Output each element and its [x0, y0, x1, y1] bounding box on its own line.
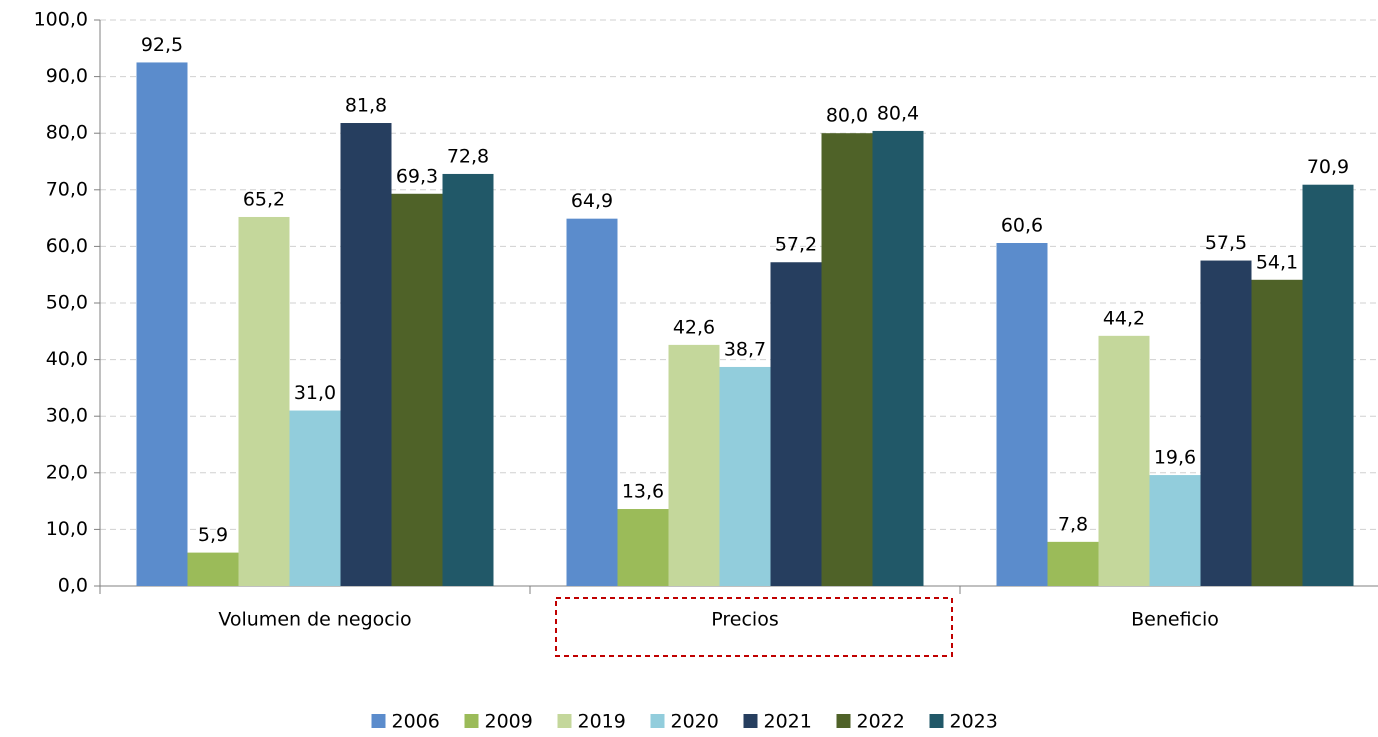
bar	[238, 216, 290, 586]
bar	[566, 218, 618, 586]
x-tick-label: Precios	[711, 609, 778, 631]
value-label: 72,8	[447, 145, 489, 167]
bar	[1098, 335, 1150, 586]
legend-swatch	[743, 714, 758, 728]
value-label: 69,3	[396, 165, 438, 187]
value-label: 70,9	[1307, 156, 1349, 178]
bar	[872, 130, 924, 586]
bar	[1047, 541, 1099, 586]
y-tick-label: 70,0	[46, 178, 88, 200]
bar	[289, 410, 341, 586]
bar	[1302, 184, 1354, 586]
y-tick-label: 10,0	[46, 518, 88, 540]
bar	[770, 262, 822, 586]
y-tick-label: 60,0	[46, 235, 88, 257]
x-tick-label: Volumen de negocio	[218, 609, 411, 631]
y-tick-label: 30,0	[46, 405, 88, 427]
bar	[719, 366, 771, 586]
bar	[136, 62, 188, 586]
value-label: 7,8	[1058, 513, 1088, 535]
value-label: 64,9	[571, 190, 613, 212]
value-label: 42,6	[673, 316, 715, 338]
legend-swatch	[557, 714, 572, 728]
y-tick-label: 50,0	[46, 292, 88, 314]
value-label: 65,2	[243, 188, 285, 210]
bar	[996, 243, 1048, 586]
legend-swatch	[650, 714, 665, 728]
legend-swatch	[929, 714, 944, 728]
value-label: 38,7	[724, 338, 766, 360]
value-label: 81,8	[345, 95, 387, 117]
value-label: 80,0	[826, 105, 868, 127]
legend-label: 2009	[485, 711, 533, 733]
bar	[821, 133, 873, 586]
legend-label: 2006	[392, 711, 440, 733]
bar	[340, 123, 392, 587]
value-label: 13,6	[622, 481, 664, 503]
legend-label: 2020	[671, 711, 719, 733]
bar	[1251, 279, 1303, 586]
y-tick-label: 100,0	[34, 9, 88, 31]
value-label: 5,9	[198, 524, 228, 546]
bar	[1200, 260, 1252, 586]
legend-swatch	[836, 714, 851, 728]
y-tick-label: 0,0	[58, 575, 88, 597]
value-label: 19,6	[1154, 447, 1196, 469]
value-label: 60,6	[1001, 215, 1043, 237]
y-tick-label: 90,0	[46, 65, 88, 87]
value-label: 92,5	[141, 34, 183, 56]
highlight-box	[555, 597, 953, 657]
value-label: 80,4	[877, 102, 919, 124]
value-label: 57,5	[1205, 232, 1247, 254]
bar	[442, 173, 494, 586]
legend-label: 2022	[857, 711, 905, 733]
x-tick-label: Beneficio	[1131, 609, 1219, 631]
legend-swatch	[464, 714, 479, 728]
bar	[1149, 475, 1201, 586]
legend-swatch	[371, 714, 386, 728]
y-tick-label: 80,0	[46, 122, 88, 144]
bar	[187, 552, 239, 586]
value-label: 57,2	[775, 234, 817, 256]
bar	[668, 344, 720, 586]
bar	[617, 509, 669, 586]
bar	[391, 193, 443, 586]
y-tick-label: 20,0	[46, 461, 88, 483]
legend-label: 2021	[764, 711, 812, 733]
legend-label: 2019	[578, 711, 626, 733]
value-label: 44,2	[1103, 307, 1145, 329]
y-tick-label: 40,0	[46, 348, 88, 370]
legend-label: 2023	[950, 711, 998, 733]
value-label: 31,0	[294, 382, 336, 404]
value-label: 54,1	[1256, 251, 1298, 273]
